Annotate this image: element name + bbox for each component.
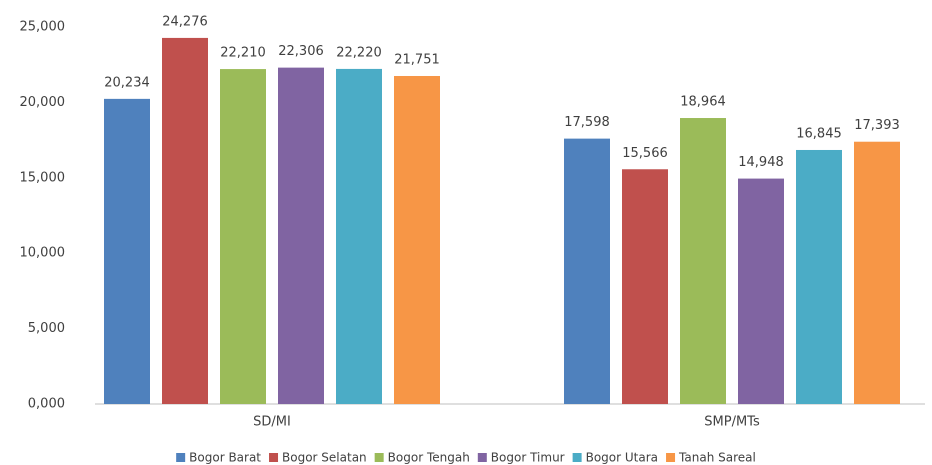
y-tick-label: 15,000 bbox=[20, 170, 66, 185]
bar bbox=[278, 67, 324, 404]
bar bbox=[796, 149, 842, 404]
data-label: 22,306 bbox=[278, 44, 324, 59]
bar bbox=[680, 118, 726, 404]
legend-swatch bbox=[269, 453, 279, 462]
y-tick-label: 5,000 bbox=[28, 321, 65, 336]
legend-swatch bbox=[374, 453, 384, 462]
data-label: 17,393 bbox=[854, 118, 900, 133]
data-label: 17,598 bbox=[564, 115, 610, 130]
legend-label: Bogor Barat bbox=[189, 451, 261, 465]
legend-swatch bbox=[572, 453, 582, 462]
bar bbox=[336, 68, 382, 405]
bar bbox=[104, 98, 150, 404]
y-tick-label: 10,000 bbox=[20, 246, 66, 261]
legend-swatch bbox=[666, 453, 676, 462]
legend-swatch bbox=[176, 453, 186, 462]
legend-label: Tanah Sareal bbox=[678, 451, 756, 465]
bar bbox=[220, 69, 266, 405]
data-label: 22,210 bbox=[220, 46, 266, 61]
data-label: 14,948 bbox=[738, 155, 784, 170]
legend-label: Bogor Utara bbox=[586, 451, 658, 465]
data-label: 21,751 bbox=[394, 52, 440, 67]
y-tick-label: 25,000 bbox=[20, 20, 66, 35]
y-tick-label: 20,000 bbox=[20, 95, 66, 110]
bar bbox=[394, 75, 440, 404]
data-label: 15,566 bbox=[622, 146, 668, 161]
x-tick-label: SMP/MTs bbox=[704, 415, 760, 430]
bar bbox=[622, 169, 668, 404]
legend-label: Bogor Tengah bbox=[388, 451, 470, 465]
legend-label: Bogor Timur bbox=[491, 451, 565, 465]
y-tick-label: 0,000 bbox=[28, 397, 65, 412]
bar bbox=[738, 178, 784, 404]
legend-label: Bogor Selatan bbox=[282, 451, 367, 465]
bar bbox=[564, 138, 610, 404]
legend-swatch bbox=[477, 453, 487, 462]
bar bbox=[854, 141, 900, 404]
data-label: 24,276 bbox=[162, 14, 208, 29]
data-label: 16,845 bbox=[796, 126, 842, 141]
x-tick-label: SD/MI bbox=[253, 415, 291, 430]
data-label: 20,234 bbox=[104, 75, 150, 90]
bar bbox=[162, 37, 208, 405]
data-label: 18,964 bbox=[680, 95, 726, 110]
data-label: 22,220 bbox=[336, 45, 382, 60]
